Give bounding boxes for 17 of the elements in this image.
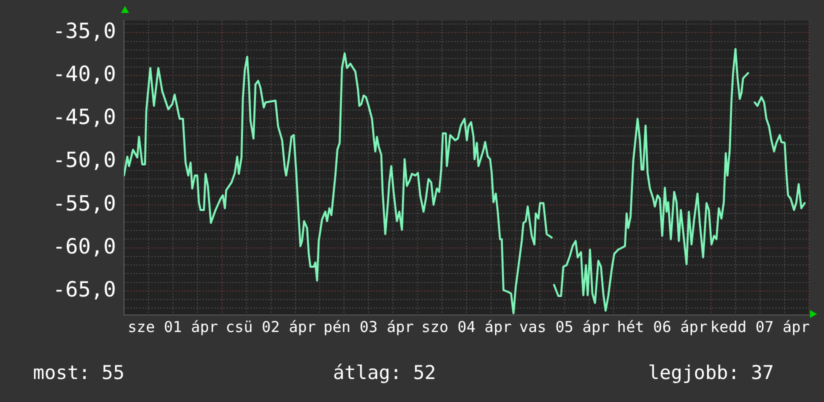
y-tick-label: -35,0 [52,19,116,44]
x-tick-label: pén 03 ápr [323,318,414,336]
y-tick-label: -40,0 [52,62,116,86]
x-tick-label: kedd 07 ápr [710,318,810,336]
x-tick-label: vas 05 ápr [519,318,610,336]
text: most: 55 [33,362,125,384]
y-tick-label: -50,0 [52,148,116,172]
y-tick-label: -65,0 [52,277,116,302]
text: legjobb: 37 [648,362,774,384]
y-tick-label: -45,0 [52,105,116,130]
text: átlag: 52 [333,362,436,384]
x-tick-label: hét 06 ápr [617,318,708,336]
x-tick-label: csü 02 ápr [226,318,316,336]
y-tick-label: -55,0 [52,191,116,216]
x-tick-label: sze 01 ápr [128,318,218,336]
x-tick-label: szo 04 ápr [421,318,512,336]
y-tick-label: -60,0 [52,234,116,258]
